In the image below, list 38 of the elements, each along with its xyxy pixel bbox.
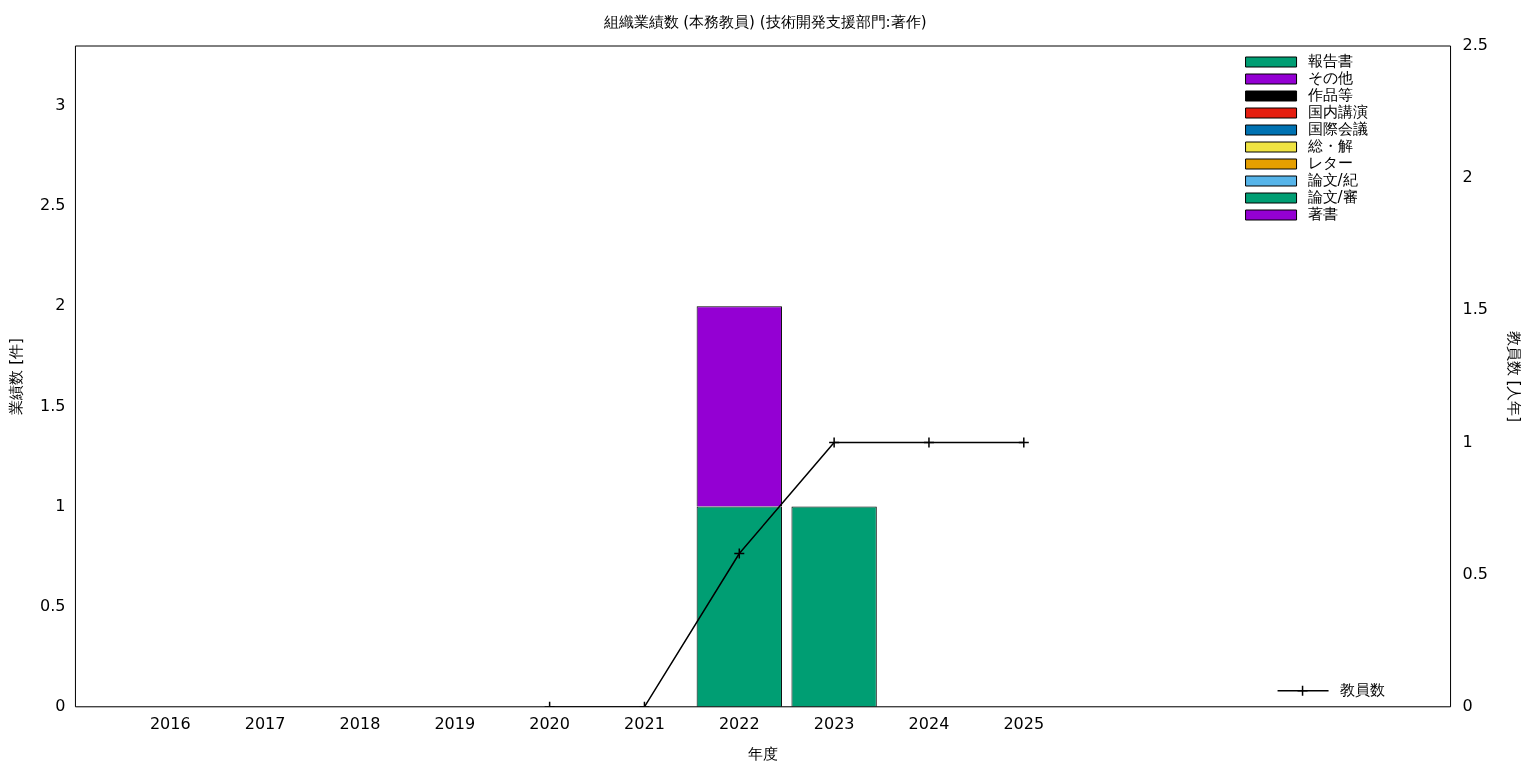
- legend-label: 論文/審: [1307, 187, 1358, 206]
- x-tick-label: 2022: [718, 713, 760, 733]
- y2-tick-label: 2.5: [1462, 35, 1489, 55]
- legend-label: 報告書: [1307, 51, 1353, 70]
- legend-label: 国内講演: [1307, 102, 1368, 121]
- x-axis-title: 年度: [748, 744, 778, 763]
- x-tick-label: 2016: [149, 713, 191, 733]
- legend-label: 著書: [1307, 204, 1338, 223]
- legend-label: 論文/紀: [1307, 170, 1358, 189]
- legend-label: 教員数: [1339, 680, 1385, 699]
- x-tick-label: 2020: [529, 713, 570, 733]
- legend-label: 作品等: [1306, 85, 1353, 104]
- y2-tick-label: 1: [1462, 431, 1473, 451]
- y2-tick-label: 2: [1462, 167, 1473, 187]
- x-tick-label: 2018: [339, 713, 381, 733]
- chart-title: 組織業績数 (本務教員) (技術開発支援部門:著作): [602, 12, 927, 31]
- x-tick-label: 2019: [434, 713, 476, 733]
- y-axis-title: 業績数 [件]: [6, 338, 25, 415]
- legend-label: 国際会議: [1307, 119, 1368, 138]
- x-tick-label: 2021: [624, 713, 665, 733]
- y-tick-label: 2.5: [39, 195, 66, 215]
- x-tick-label: 2024: [908, 713, 950, 733]
- legend-label: その他: [1307, 68, 1353, 87]
- y-tick-label: 0.5: [39, 595, 66, 615]
- y-tick-label: 3: [55, 95, 66, 115]
- legend-label: レター: [1307, 153, 1353, 172]
- x-tick-label: 2023: [813, 713, 855, 733]
- x-tick-label: 2017: [244, 713, 286, 733]
- y-tick-label: 2: [55, 295, 66, 315]
- x-tick-label: 2025: [1003, 713, 1045, 733]
- y2-tick-label: 1.5: [1462, 299, 1489, 319]
- y2-tick-label: 0: [1462, 695, 1473, 715]
- y-tick-label: 1.5: [39, 395, 66, 415]
- y-tick-label: 0: [55, 695, 66, 715]
- legend-label: 総・解: [1306, 136, 1353, 155]
- y2-axis-title: 教員数 [人年]: [1505, 330, 1524, 423]
- y2-tick-label: 0.5: [1462, 563, 1489, 583]
- y-tick-label: 1: [55, 495, 66, 515]
